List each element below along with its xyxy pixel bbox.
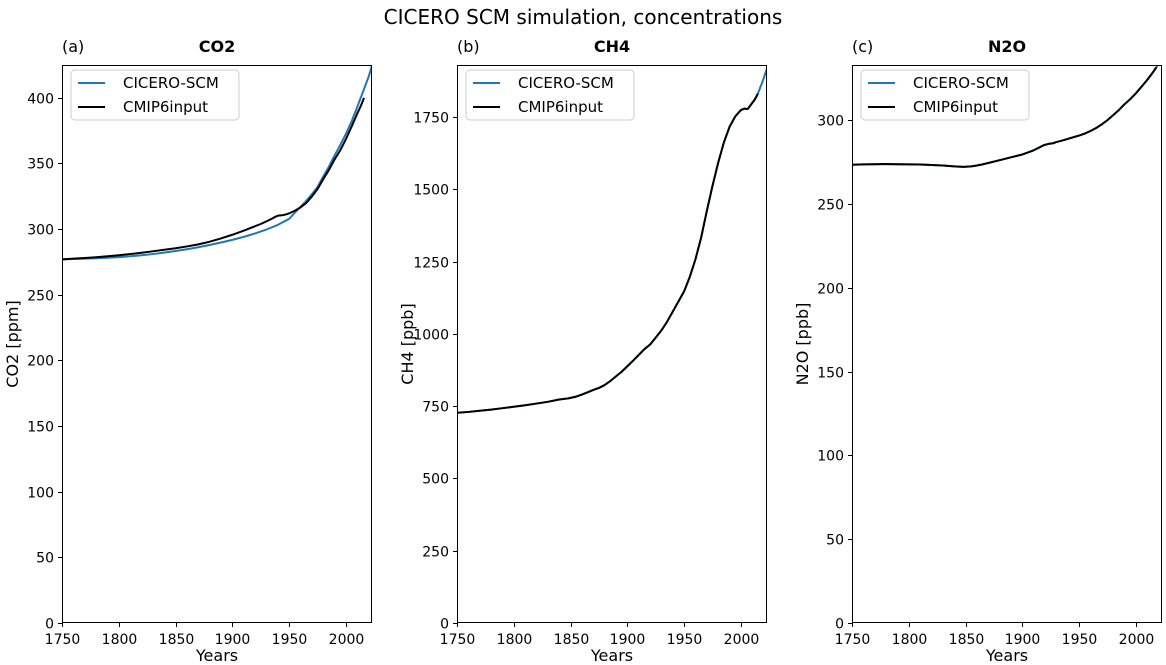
series-line-cicero-scm: [62, 65, 372, 261]
x-tick-label: 1900: [215, 632, 251, 648]
x-tick-label: 2000: [329, 632, 365, 648]
legend: CICERO-SCM CMIP6input: [860, 69, 1030, 121]
x-tick-label: 2000: [1119, 632, 1155, 648]
y-tick-label: 150: [817, 366, 844, 382]
legend-label: CICERO-SCM: [913, 74, 1009, 92]
legend-box: [465, 69, 635, 121]
y-tick-label: 150: [27, 420, 54, 436]
x-tick-label: 2000: [724, 632, 760, 648]
x-tick-label: 1850: [159, 632, 195, 648]
axes-spine: [62, 65, 372, 623]
panel-label: (a): [62, 37, 84, 56]
x-tick-label: 1850: [949, 632, 985, 648]
legend-label: CMIP6input: [913, 98, 998, 116]
subplot-co2: 1750 1800 1850 1900 1950 2000 0 50 100 150 200 250 3…: [3, 37, 372, 665]
x-tick-label: 1750: [45, 632, 81, 648]
y-tick-label: 300: [27, 223, 54, 239]
x-tick-label: 1750: [440, 632, 476, 648]
x-axis-label: Years: [590, 646, 633, 665]
legend: CICERO-SCM CMIP6input: [70, 69, 240, 121]
y-tick-label: 750: [422, 400, 449, 416]
x-tick-label: 1750: [835, 632, 871, 648]
y-tick-label: 200: [27, 354, 54, 370]
series-line-cmip6input: [62, 97, 365, 261]
y-tick-label: 0: [45, 617, 54, 633]
series-line-cmip6input: [457, 93, 759, 414]
panel-label: (b): [457, 37, 480, 56]
x-tick-label: 1950: [667, 632, 703, 648]
x-tick-label: 1800: [102, 632, 138, 648]
legend-box: [860, 69, 1030, 121]
y-tick-label: 100: [27, 486, 54, 502]
legend: CICERO-SCM CMIP6input: [465, 69, 635, 121]
figure-title: CICERO SCM simulation, concentrations: [383, 5, 783, 29]
x-tick-label: 1850: [554, 632, 590, 648]
subplot-n2o: 1750 1800 1850 1900 1950 2000 0 50 100 150 200 250 3…: [793, 37, 1162, 665]
y-axis-label: N2O [ppb]: [793, 303, 812, 386]
legend-label: CMIP6input: [123, 98, 208, 116]
y-tick-label: 250: [817, 198, 844, 214]
y-tick-label: 500: [422, 472, 449, 488]
y-tick-label: 400: [27, 92, 54, 108]
y-tick-label: 0: [835, 617, 844, 633]
y-tick-label: 250: [422, 545, 449, 561]
x-axis-label: Years: [195, 646, 238, 665]
y-tick-label: 1500: [413, 183, 449, 199]
y-tick-label: 1750: [413, 111, 449, 127]
x-tick-label: 1950: [1062, 632, 1098, 648]
legend-label: CICERO-SCM: [123, 74, 219, 92]
x-tick-label: 1800: [497, 632, 533, 648]
plot-title: CH4: [594, 37, 630, 56]
y-tick-label: 50: [36, 551, 54, 567]
x-tick-label: 1900: [610, 632, 646, 648]
y-tick-label: 50: [826, 533, 844, 549]
axes-spine: [852, 65, 1162, 623]
panel-label: (c): [852, 37, 873, 56]
y-axis-label: CH4 [ppb]: [398, 303, 417, 384]
x-tick-label: 1900: [1005, 632, 1041, 648]
y-tick-label: 1250: [413, 256, 449, 272]
axes-spine: [457, 65, 767, 623]
y-tick-label: 200: [817, 282, 844, 298]
y-axis-label: CO2 [ppm]: [3, 300, 22, 387]
y-tick-label: 0: [440, 617, 449, 633]
legend-label: CMIP6input: [518, 98, 603, 116]
legend-label: CICERO-SCM: [518, 74, 614, 92]
y-tick-label: 250: [27, 289, 54, 305]
legend-box: [70, 69, 240, 121]
series-line-cmip6input: [852, 66, 1158, 168]
plot-title: N2O: [988, 37, 1026, 56]
y-tick-label: 350: [27, 157, 54, 173]
y-tick-label: 1000: [413, 328, 449, 344]
plot-title: CO2: [199, 37, 235, 56]
y-tick-label: 100: [817, 449, 844, 465]
y-tick-label: 300: [817, 114, 844, 130]
x-tick-label: 1950: [272, 632, 308, 648]
subplot-ch4: 1750 1800 1850 1900 1950 2000 0 250 500 750 1000 12…: [398, 37, 767, 665]
x-tick-label: 1800: [892, 632, 928, 648]
x-axis-label: Years: [985, 646, 1028, 665]
